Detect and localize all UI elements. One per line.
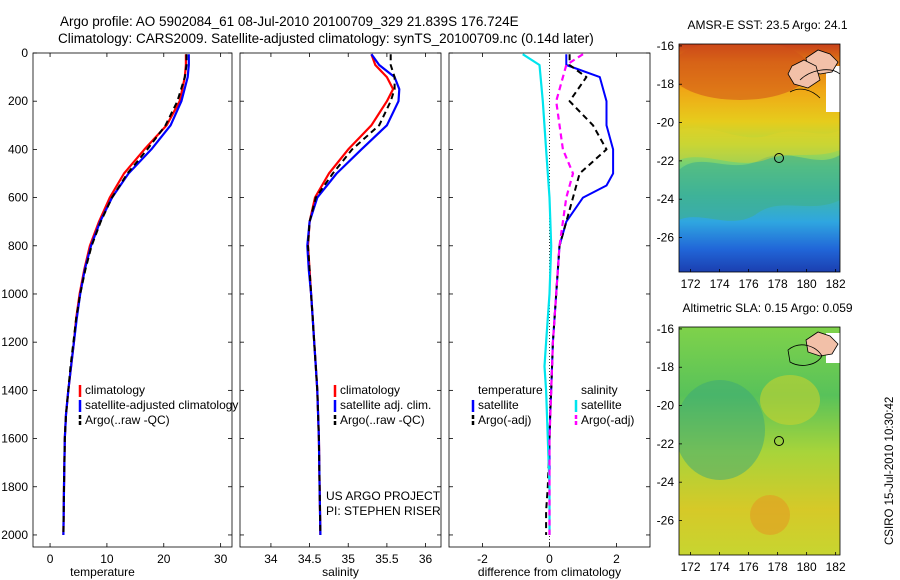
sst-missing-data <box>826 66 840 112</box>
sla_map-xtick-label: 178 <box>768 560 788 574</box>
project-annotation: PI: STEPHEN RISER <box>326 504 441 518</box>
difference-series-line <box>522 53 553 535</box>
sla_map-xtick-label: 180 <box>797 560 817 574</box>
depth-tick-label: 600 <box>8 191 28 205</box>
depth-tick-label: 1200 <box>1 335 28 349</box>
difference-xlabel: difference from climatology <box>478 565 621 579</box>
sst_map-ytick-label: -18 <box>657 77 675 91</box>
sst_map-xtick-label: 180 <box>797 277 817 291</box>
map-axes: AMSR-E SST: 23.5 Argo: 24.1 172 174 176 178 1… <box>657 18 853 574</box>
salinity-xtick-label: 34 <box>264 552 278 566</box>
difference-legend-label: temperature <box>478 383 543 397</box>
difference-legend-label: salinity <box>581 383 618 397</box>
sst_map-xtick-label: 178 <box>768 277 788 291</box>
salinity-xlabel: salinity <box>322 565 359 579</box>
sla-profile-marker <box>774 436 784 446</box>
sst_map-xtick-label: 174 <box>710 277 730 291</box>
difference-xtick-label: 2 <box>613 552 620 566</box>
sla-low-patch <box>679 380 765 480</box>
salinity-series-line <box>307 54 396 536</box>
difference-series-line <box>548 53 584 535</box>
sst-cool-tongue <box>679 155 840 221</box>
sla_map-ytick-label: -20 <box>657 399 675 413</box>
salinity-panel: 34 34.5 35 35.5 36 salinity climatologysatelli… <box>239 52 442 579</box>
sla_map-xtick-label: 174 <box>710 560 730 574</box>
sla_map-ytick-label: -22 <box>657 437 675 451</box>
difference-legend-label: satellite <box>478 398 519 412</box>
sst_map-title: AMSR-E SST: 23.5 Argo: 24.1 <box>687 18 847 32</box>
sla_map-ytick-label: -18 <box>657 360 675 374</box>
temperature-plot-area <box>32 52 233 548</box>
temperature-xlabel: temperature <box>70 565 135 579</box>
difference-series-line <box>548 54 615 535</box>
depth-tick-label: 1600 <box>1 432 28 446</box>
depth-tick-label: 400 <box>8 142 28 156</box>
sst-warm-band <box>679 127 840 163</box>
sla_map-axes: Altimetric SLA: 0.15 Argo: 0.059 172 174 17… <box>657 301 853 574</box>
salinity-legend-label: Argo(..raw -QC) <box>340 413 425 427</box>
difference-xtick-label: 0 <box>546 552 553 566</box>
salinity-xtick-label: 34.5 <box>298 552 322 566</box>
sla_map-ytick-label: -26 <box>657 514 675 528</box>
sst_map-ytick-label: -22 <box>657 154 675 168</box>
sst_map-ytick-label: -24 <box>657 192 675 206</box>
figure-title-line1: Argo profile: AO 5902084_61 08-Jul-2010 … <box>60 14 519 29</box>
temperature-xtick-label: 0 <box>47 552 54 566</box>
depth-tick-label: 200 <box>8 94 28 108</box>
sla_map-xtick-label: 182 <box>826 560 846 574</box>
sla_map-title: Altimetric SLA: 0.15 Argo: 0.059 <box>682 301 852 315</box>
difference-legend-label: Argo(-adj) <box>478 413 531 427</box>
temperature-legend-label: Argo(..raw -QC) <box>85 413 170 427</box>
figure-title-line2: Climatology: CARS2009. Satellite-adjuste… <box>58 31 594 46</box>
sla_map-xtick-label: 172 <box>681 560 701 574</box>
salinity-xtick-label: 35.5 <box>375 552 399 566</box>
sst_map-xtick-label: 182 <box>826 277 846 291</box>
sst_map-axes: AMSR-E SST: 23.5 Argo: 24.1 172 174 176 178 1… <box>657 18 848 291</box>
depth-tick-label: 1800 <box>1 480 28 494</box>
sla-map <box>678 326 841 556</box>
temperature-xtick-label: 10 <box>100 552 114 566</box>
difference-legend-label: satellite <box>581 398 622 412</box>
sst_map-xtick-label: 176 <box>739 277 759 291</box>
salinity-xtick-label: 36 <box>419 552 433 566</box>
salinity-xtick-label: 35 <box>342 552 356 566</box>
depth-tick-label: 0 <box>21 46 28 60</box>
difference-xtick-label: -2 <box>477 552 488 566</box>
credit-text: CSIRO 15-Jul-2010 10:30:42 <box>884 397 896 545</box>
depth-tick-label: 2000 <box>1 528 28 542</box>
salinity-legend-label: satellite adj. clim. <box>340 398 431 412</box>
project-annotation: US ARGO PROJECT <box>326 489 441 503</box>
difference-legend-label: Argo(-adj) <box>581 413 634 427</box>
sst-map <box>678 43 841 273</box>
difference-series-line <box>545 54 608 535</box>
temperature-xtick-label: 30 <box>214 552 228 566</box>
fiji-coastline-sla <box>787 331 839 366</box>
sst_map-xtick-label: 172 <box>681 277 701 291</box>
sla-high-patch-2 <box>760 375 820 425</box>
fiji-coastline <box>787 49 840 99</box>
depth-tick-label: 1000 <box>1 287 28 301</box>
sst_map-ytick-label: -26 <box>657 231 675 245</box>
sla_map-ytick-label: -24 <box>657 475 675 489</box>
sst-profile-marker <box>774 153 784 163</box>
temperature-legend-label: climatology <box>85 383 145 397</box>
sla_map-ytick-label: -16 <box>657 322 675 336</box>
sst_map-ytick-label: -16 <box>657 39 675 53</box>
salinity-plot-area <box>239 52 442 548</box>
sla_map-xtick-label: 176 <box>739 560 759 574</box>
depth-tick-label: 1400 <box>1 383 28 397</box>
profile-panels: 0 10 20 30020040060080010001200140016001800… <box>1 46 651 579</box>
sst-warm-patch <box>679 44 810 100</box>
salinity-legend-label: climatology <box>340 383 400 397</box>
depth-tick-label: 800 <box>8 239 28 253</box>
temperature-xtick-label: 20 <box>157 552 171 566</box>
sla-high-patch <box>750 495 790 535</box>
sst_map-ytick-label: -20 <box>657 116 675 130</box>
temperature-panel: 0 10 20 30 0 200 400 600 800 1000 1200 1400 1600 1800… <box>1 46 238 579</box>
temperature-series-line <box>62 54 188 536</box>
temperature-legend-label: satellite-adjusted climatology <box>85 398 238 412</box>
